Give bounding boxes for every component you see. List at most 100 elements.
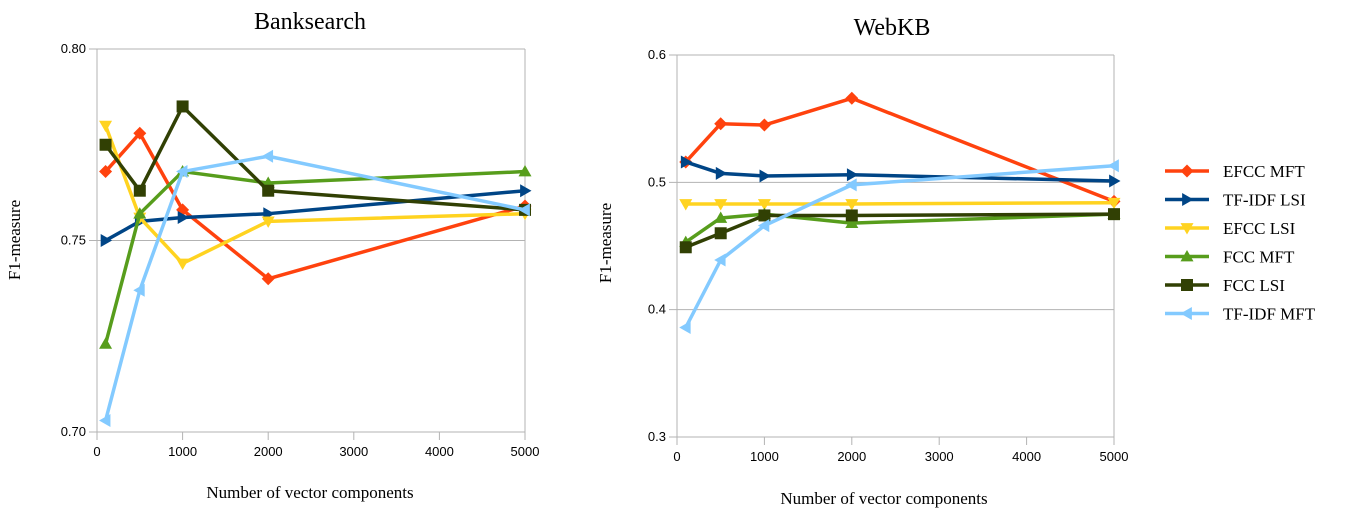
- x-tick-label: 2000: [254, 444, 283, 459]
- legend-label: FCC LSI: [1223, 276, 1285, 295]
- x-tick-label: 3000: [925, 449, 954, 464]
- data-point: [714, 211, 728, 223]
- legend-item: FCC LSI: [1165, 276, 1285, 295]
- legend-item: EFCC MFT: [1165, 162, 1305, 181]
- data-point: [757, 118, 771, 132]
- legend-item: TF-IDF MFT: [1165, 305, 1316, 324]
- legend-marker: [1180, 164, 1194, 178]
- data-point: [845, 199, 859, 211]
- data-point: [845, 178, 857, 192]
- data-point: [177, 211, 190, 225]
- chart-webkb: WebKB 0.30.40.50.60 1000 2000 3000 4000 5000 …: [596, 15, 1128, 508]
- series-line: [684, 164, 1115, 329]
- data-point: [261, 216, 275, 228]
- series-tf-idf-mft: [679, 159, 1119, 334]
- data-point: [757, 219, 770, 233]
- data-point: [714, 253, 726, 267]
- series-efcc-mft: [679, 91, 1121, 208]
- ticks: 0.3 0.4 0.5 0.6 0 1000 2000 3000 4000 5000: [648, 47, 1129, 464]
- legend-marker: [1180, 307, 1192, 320]
- x-tick-label: 4000: [425, 444, 454, 459]
- x-tick-label: 4000: [1012, 449, 1041, 464]
- y-axis-title: F1-measure: [596, 203, 615, 283]
- data-point: [100, 234, 113, 247]
- data-point: [679, 241, 692, 254]
- data-point: [99, 337, 113, 349]
- data-point: [758, 209, 771, 222]
- data-point: [679, 320, 691, 334]
- y-tick-label: 0.6: [648, 47, 666, 62]
- legend-item: TF-IDF LSI: [1165, 191, 1306, 210]
- series-efcc-lsi: [99, 120, 532, 270]
- chart-title: Banksearch: [254, 9, 366, 35]
- legend-label: FCC MFT: [1223, 248, 1295, 267]
- data-point: [714, 199, 728, 211]
- x-axis-title: Number of vector components: [780, 489, 987, 508]
- data-point: [846, 168, 859, 182]
- data-point: [1109, 174, 1121, 188]
- data-point: [715, 166, 728, 180]
- series-layer: [679, 91, 1121, 334]
- x-tick-label: 1000: [750, 449, 779, 464]
- data-point: [176, 258, 190, 270]
- x-tick-label: 0: [93, 444, 100, 459]
- series-line: [685, 200, 1115, 206]
- data-point: [845, 91, 859, 105]
- data-point: [680, 155, 693, 169]
- data-point: [261, 272, 275, 286]
- data-point: [518, 165, 532, 177]
- x-tick-label: 5000: [511, 444, 540, 459]
- data-point: [845, 216, 859, 228]
- data-point: [133, 126, 147, 140]
- legend-marker: [1181, 279, 1193, 291]
- series-layer: [99, 100, 532, 428]
- y-tick-label: 0.4: [648, 302, 666, 317]
- data-point: [133, 207, 147, 219]
- legend-label: EFCC MFT: [1223, 162, 1305, 181]
- data-point: [262, 184, 275, 197]
- legend-label: EFCC LSI: [1223, 219, 1296, 238]
- x-tick-label: 0: [673, 449, 680, 464]
- data-point: [759, 169, 771, 183]
- data-point: [99, 165, 113, 179]
- series-efcc-mft: [99, 126, 532, 286]
- legend: EFCC MFT TF-IDF LSI EFCC LSI FCC MFT FCC LSI…: [1165, 162, 1316, 324]
- series-efcc-lsi: [679, 197, 1121, 211]
- x-tick-label: 5000: [1100, 449, 1129, 464]
- x-tick-label: 3000: [339, 444, 368, 459]
- y-tick-label: 0.75: [61, 233, 86, 248]
- data-point: [99, 138, 112, 151]
- y-tick-label: 0.80: [61, 41, 86, 56]
- data-point: [261, 149, 274, 163]
- series-tf-idf-mft: [99, 149, 530, 428]
- data-point: [518, 203, 530, 217]
- series-line: [684, 96, 1115, 204]
- ticks: 0.70 0.75 0.80 0 1000 2000 3000 4000 5000: [61, 41, 540, 459]
- data-point: [1108, 208, 1120, 221]
- y-tick-label: 0.5: [648, 174, 666, 189]
- data-point: [176, 100, 189, 113]
- data-point: [1107, 197, 1121, 210]
- data-point: [99, 120, 113, 133]
- data-point: [99, 414, 111, 428]
- data-point: [714, 227, 727, 240]
- chart-banksearch: Banksearch 0.70 0.75 0.80 0 1000 2000 3000 4000…: [5, 9, 539, 502]
- series-line: [685, 212, 1115, 249]
- chart-title: WebKB: [854, 15, 931, 41]
- legend-marker: [1180, 250, 1194, 262]
- legend-item: FCC MFT: [1165, 248, 1295, 267]
- legend-marker: [1180, 223, 1194, 235]
- x-tick-label: 1000: [168, 444, 197, 459]
- data-point: [714, 117, 728, 131]
- series-fcc-lsi: [679, 208, 1120, 254]
- legend-marker: [1182, 193, 1194, 206]
- legend-item: EFCC LSI: [1165, 219, 1296, 238]
- legend-label: TF-IDF LSI: [1223, 191, 1306, 210]
- data-point: [133, 184, 146, 197]
- y-tick-label: 0.3: [648, 429, 666, 444]
- grid: [89, 48, 526, 440]
- data-point: [520, 184, 532, 198]
- series-line: [104, 104, 526, 212]
- data-point: [757, 199, 771, 211]
